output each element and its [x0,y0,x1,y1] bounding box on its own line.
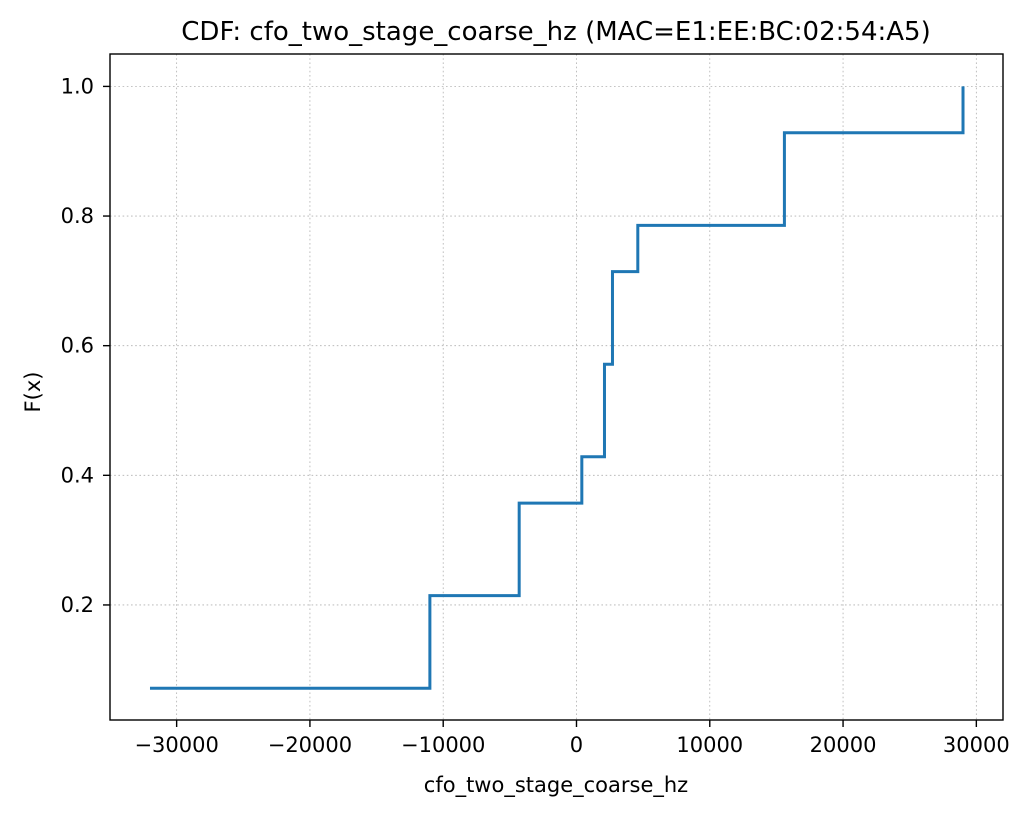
x-tick-label: −30000 [134,733,218,757]
y-tick-label: 1.0 [61,74,94,98]
y-tick-label: 0.2 [61,593,94,617]
y-axis-label: F(x) [21,372,45,413]
chart-title: CDF: cfo_two_stage_coarse_hz (MAC=E1:EE:… [181,17,930,47]
x-axis-label: cfo_two_stage_coarse_hz [424,773,688,798]
y-tick-label: 0.8 [61,204,94,228]
x-tick-label: 20000 [810,733,877,757]
y-axis-ticks: 0.2 0.4 0.6 0.8 1.0 [61,74,110,617]
x-tick-label: 10000 [676,733,743,757]
x-tick-label: 30000 [943,733,1010,757]
x-axis-ticks: −30000 −20000 −10000 0 10000 20000 30000 [134,720,1010,757]
x-tick-label: −10000 [401,733,485,757]
grid-lines [110,54,1003,720]
y-tick-label: 0.4 [61,463,94,487]
series-lines [149,86,965,690]
x-tick-label: 0 [570,733,583,757]
plot-area-frame [109,53,1004,721]
cdf-step-line [149,86,965,690]
x-tick-label: −20000 [268,733,352,757]
y-tick-label: 0.6 [61,334,94,358]
